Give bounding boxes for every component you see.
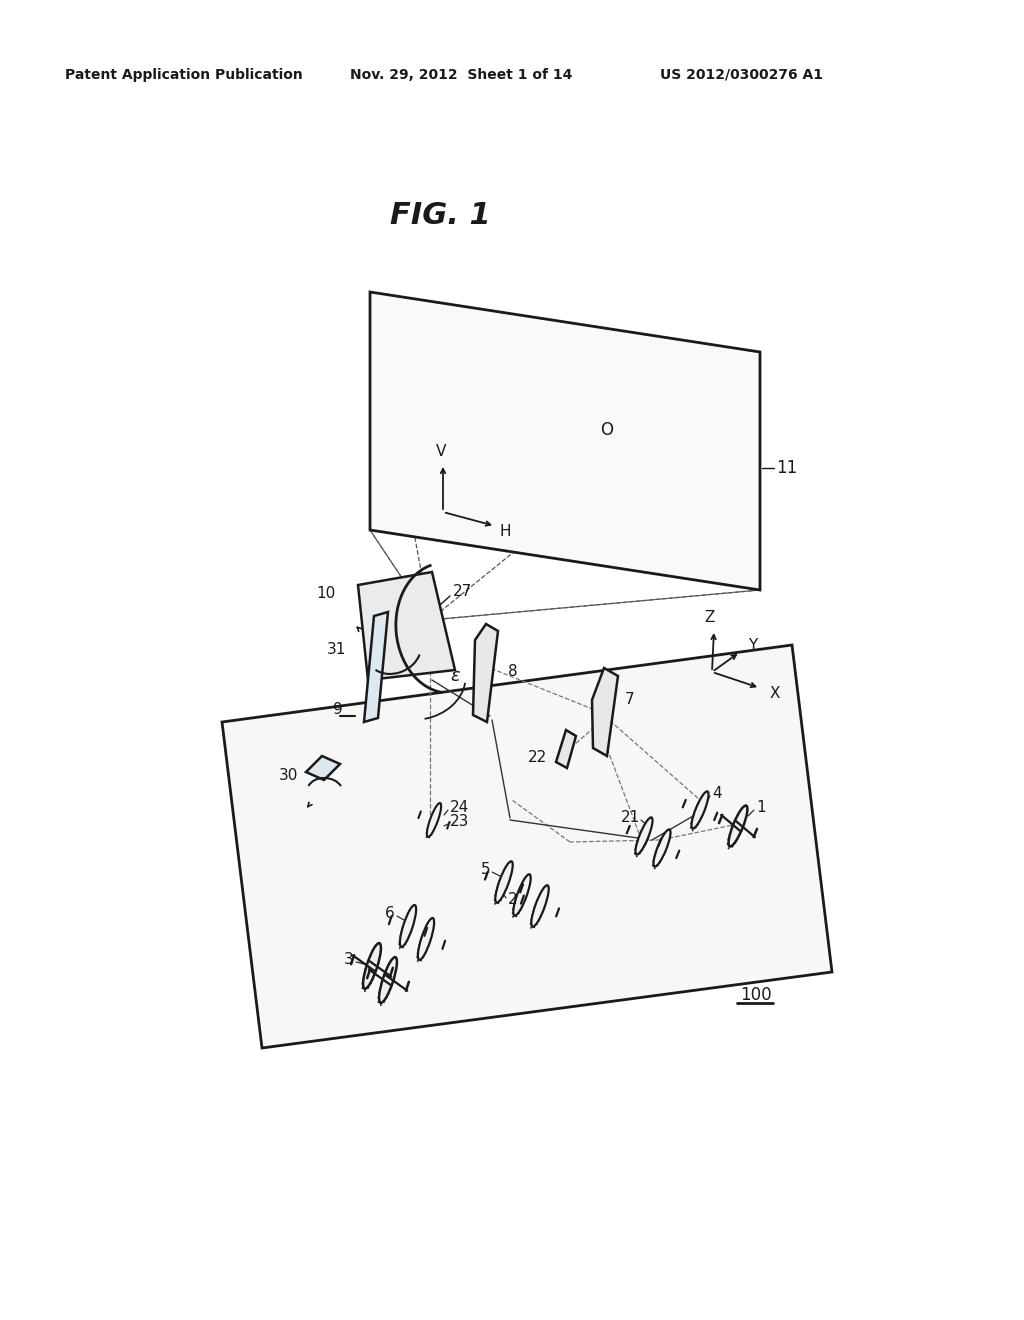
Ellipse shape <box>418 917 434 960</box>
Text: H: H <box>500 524 511 540</box>
Text: 8: 8 <box>508 664 517 680</box>
Polygon shape <box>364 612 388 722</box>
Polygon shape <box>473 624 498 722</box>
Polygon shape <box>556 730 575 768</box>
Text: 9: 9 <box>333 702 343 718</box>
Text: O: O <box>600 421 613 440</box>
Text: 100: 100 <box>740 986 772 1005</box>
Polygon shape <box>370 292 760 590</box>
Ellipse shape <box>653 829 671 867</box>
Text: 6: 6 <box>385 907 395 921</box>
Text: 31: 31 <box>327 643 346 657</box>
Text: 11: 11 <box>776 459 798 477</box>
Ellipse shape <box>496 861 513 903</box>
Text: 2: 2 <box>508 892 517 908</box>
Text: 5: 5 <box>480 862 490 878</box>
Text: 22: 22 <box>527 751 547 766</box>
Polygon shape <box>306 756 340 780</box>
Ellipse shape <box>531 886 549 927</box>
Text: 4: 4 <box>712 787 722 801</box>
Polygon shape <box>358 572 455 680</box>
Text: ε: ε <box>450 667 460 685</box>
Text: 30: 30 <box>279 768 298 784</box>
Text: FIG. 1: FIG. 1 <box>390 201 490 230</box>
Ellipse shape <box>364 942 381 989</box>
Text: 21: 21 <box>621 810 640 825</box>
Polygon shape <box>222 645 831 1048</box>
Ellipse shape <box>400 906 416 946</box>
Text: Z: Z <box>705 610 715 624</box>
Ellipse shape <box>379 957 397 1003</box>
Ellipse shape <box>513 874 530 916</box>
Text: 10: 10 <box>316 586 336 601</box>
Text: 1: 1 <box>756 800 766 816</box>
Text: V: V <box>436 445 446 459</box>
Polygon shape <box>592 668 618 756</box>
Ellipse shape <box>728 805 748 846</box>
Text: Y: Y <box>748 639 758 653</box>
Text: 27: 27 <box>453 585 472 599</box>
Ellipse shape <box>636 817 652 854</box>
Text: Patent Application Publication: Patent Application Publication <box>65 69 303 82</box>
Text: 23: 23 <box>450 814 469 829</box>
Text: 24: 24 <box>450 800 469 816</box>
Ellipse shape <box>691 792 709 829</box>
Text: 7: 7 <box>625 693 635 708</box>
Text: US 2012/0300276 A1: US 2012/0300276 A1 <box>660 69 823 82</box>
Text: X: X <box>770 686 780 701</box>
Text: Nov. 29, 2012  Sheet 1 of 14: Nov. 29, 2012 Sheet 1 of 14 <box>350 69 572 82</box>
Ellipse shape <box>427 803 441 837</box>
Text: 3: 3 <box>344 953 354 968</box>
